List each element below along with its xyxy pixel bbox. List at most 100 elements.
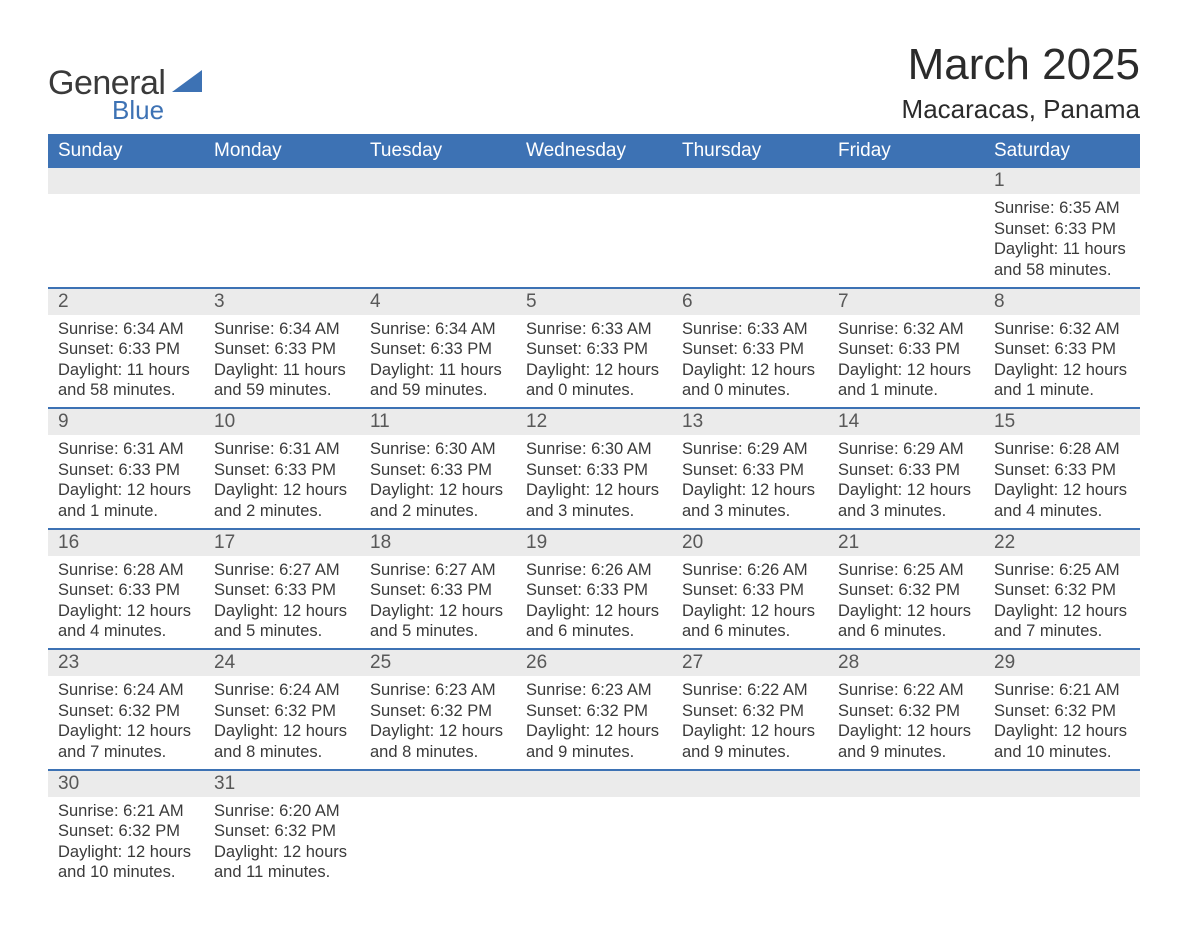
daylight-text: Daylight: 12 hours and 0 minutes. xyxy=(682,360,818,401)
sunrise-text: Sunrise: 6:28 AM xyxy=(994,439,1130,460)
detail-row: Sunrise: 6:28 AMSunset: 6:33 PMDaylight:… xyxy=(48,556,1140,650)
day-detail-cell: Sunrise: 6:25 AMSunset: 6:32 PMDaylight:… xyxy=(828,556,984,650)
day-detail-cell: Sunrise: 6:23 AMSunset: 6:32 PMDaylight:… xyxy=(516,676,672,770)
daylight-text: Daylight: 12 hours and 1 minute. xyxy=(58,480,194,521)
daylight-text: Daylight: 12 hours and 5 minutes. xyxy=(370,601,506,642)
day-number-cell: 16 xyxy=(48,529,204,556)
day-number-cell xyxy=(360,168,516,194)
sunrise-text: Sunrise: 6:34 AM xyxy=(370,319,506,340)
daylight-text: Daylight: 12 hours and 3 minutes. xyxy=(526,480,662,521)
sunset-text: Sunset: 6:33 PM xyxy=(370,339,506,360)
daynum-row: 23242526272829 xyxy=(48,649,1140,676)
sunset-text: Sunset: 6:33 PM xyxy=(58,460,194,481)
day-detail-cell: Sunrise: 6:30 AMSunset: 6:33 PMDaylight:… xyxy=(360,435,516,529)
daylight-text: Daylight: 12 hours and 6 minutes. xyxy=(526,601,662,642)
sunrise-text: Sunrise: 6:25 AM xyxy=(994,560,1130,581)
day-detail-cell: Sunrise: 6:34 AMSunset: 6:33 PMDaylight:… xyxy=(204,315,360,409)
day-number-cell: 21 xyxy=(828,529,984,556)
sunset-text: Sunset: 6:33 PM xyxy=(838,339,974,360)
daylight-text: Daylight: 12 hours and 6 minutes. xyxy=(838,601,974,642)
daylight-text: Daylight: 12 hours and 4 minutes. xyxy=(994,480,1130,521)
daylight-text: Daylight: 12 hours and 0 minutes. xyxy=(526,360,662,401)
day-detail-cell xyxy=(48,194,204,288)
sunrise-text: Sunrise: 6:32 AM xyxy=(838,319,974,340)
day-number-cell xyxy=(984,770,1140,797)
sunset-text: Sunset: 6:32 PM xyxy=(58,701,194,722)
sunrise-text: Sunrise: 6:30 AM xyxy=(370,439,506,460)
detail-row: Sunrise: 6:31 AMSunset: 6:33 PMDaylight:… xyxy=(48,435,1140,529)
detail-row: Sunrise: 6:21 AMSunset: 6:32 PMDaylight:… xyxy=(48,797,1140,890)
day-detail-cell xyxy=(204,194,360,288)
sunrise-text: Sunrise: 6:31 AM xyxy=(58,439,194,460)
day-number-cell: 18 xyxy=(360,529,516,556)
sunrise-text: Sunrise: 6:25 AM xyxy=(838,560,974,581)
daylight-text: Daylight: 11 hours and 58 minutes. xyxy=(994,239,1130,280)
day-detail-cell: Sunrise: 6:27 AMSunset: 6:33 PMDaylight:… xyxy=(204,556,360,650)
daylight-text: Daylight: 11 hours and 58 minutes. xyxy=(58,360,194,401)
day-detail-cell: Sunrise: 6:31 AMSunset: 6:33 PMDaylight:… xyxy=(204,435,360,529)
sunrise-text: Sunrise: 6:26 AM xyxy=(526,560,662,581)
day-number-cell: 22 xyxy=(984,529,1140,556)
day-header: Tuesday xyxy=(360,134,516,168)
day-number-cell: 8 xyxy=(984,288,1140,315)
logo-triangle-icon xyxy=(172,70,202,97)
daylight-text: Daylight: 12 hours and 2 minutes. xyxy=(370,480,506,521)
day-detail-cell xyxy=(360,797,516,890)
day-number-cell: 19 xyxy=(516,529,672,556)
day-number-cell: 6 xyxy=(672,288,828,315)
day-number-cell xyxy=(360,770,516,797)
sunrise-text: Sunrise: 6:35 AM xyxy=(994,198,1130,219)
day-header: Monday xyxy=(204,134,360,168)
daylight-text: Daylight: 12 hours and 1 minute. xyxy=(994,360,1130,401)
day-number-cell: 23 xyxy=(48,649,204,676)
day-detail-cell: Sunrise: 6:26 AMSunset: 6:33 PMDaylight:… xyxy=(672,556,828,650)
day-detail-cell xyxy=(516,194,672,288)
day-number-cell: 10 xyxy=(204,408,360,435)
day-number-cell: 3 xyxy=(204,288,360,315)
daylight-text: Daylight: 12 hours and 7 minutes. xyxy=(994,601,1130,642)
day-detail-cell: Sunrise: 6:32 AMSunset: 6:33 PMDaylight:… xyxy=(984,315,1140,409)
sunset-text: Sunset: 6:33 PM xyxy=(526,339,662,360)
sunset-text: Sunset: 6:33 PM xyxy=(994,219,1130,240)
day-number-cell: 30 xyxy=(48,770,204,797)
sunset-text: Sunset: 6:32 PM xyxy=(994,580,1130,601)
sunrise-text: Sunrise: 6:33 AM xyxy=(526,319,662,340)
day-detail-cell xyxy=(360,194,516,288)
sunset-text: Sunset: 6:32 PM xyxy=(214,701,350,722)
daylight-text: Daylight: 12 hours and 2 minutes. xyxy=(214,480,350,521)
daylight-text: Daylight: 12 hours and 10 minutes. xyxy=(994,721,1130,762)
sunrise-text: Sunrise: 6:31 AM xyxy=(214,439,350,460)
day-detail-cell xyxy=(516,797,672,890)
sunrise-text: Sunrise: 6:28 AM xyxy=(58,560,194,581)
day-number-cell: 12 xyxy=(516,408,672,435)
sunrise-text: Sunrise: 6:34 AM xyxy=(214,319,350,340)
day-header: Wednesday xyxy=(516,134,672,168)
daynum-row: 2345678 xyxy=(48,288,1140,315)
day-number-cell: 25 xyxy=(360,649,516,676)
sunset-text: Sunset: 6:32 PM xyxy=(526,701,662,722)
day-detail-cell: Sunrise: 6:28 AMSunset: 6:33 PMDaylight:… xyxy=(48,556,204,650)
day-detail-cell: Sunrise: 6:33 AMSunset: 6:33 PMDaylight:… xyxy=(672,315,828,409)
sunset-text: Sunset: 6:33 PM xyxy=(682,460,818,481)
day-detail-cell: Sunrise: 6:25 AMSunset: 6:32 PMDaylight:… xyxy=(984,556,1140,650)
day-detail-cell: Sunrise: 6:34 AMSunset: 6:33 PMDaylight:… xyxy=(360,315,516,409)
day-number-cell xyxy=(204,168,360,194)
sunset-text: Sunset: 6:33 PM xyxy=(214,580,350,601)
day-detail-cell xyxy=(672,797,828,890)
title-month: March 2025 xyxy=(902,40,1140,90)
sunrise-text: Sunrise: 6:24 AM xyxy=(214,680,350,701)
day-number-cell: 1 xyxy=(984,168,1140,194)
daynum-row: 3031 xyxy=(48,770,1140,797)
sunrise-text: Sunrise: 6:23 AM xyxy=(526,680,662,701)
day-number-cell: 7 xyxy=(828,288,984,315)
day-detail-cell xyxy=(828,194,984,288)
day-number-cell: 9 xyxy=(48,408,204,435)
daylight-text: Daylight: 12 hours and 10 minutes. xyxy=(58,842,194,883)
daylight-text: Daylight: 12 hours and 4 minutes. xyxy=(58,601,194,642)
day-detail-cell: Sunrise: 6:21 AMSunset: 6:32 PMDaylight:… xyxy=(984,676,1140,770)
sunset-text: Sunset: 6:33 PM xyxy=(994,460,1130,481)
day-header: Sunday xyxy=(48,134,204,168)
sunset-text: Sunset: 6:33 PM xyxy=(58,580,194,601)
day-detail-cell: Sunrise: 6:34 AMSunset: 6:33 PMDaylight:… xyxy=(48,315,204,409)
day-number-cell: 24 xyxy=(204,649,360,676)
